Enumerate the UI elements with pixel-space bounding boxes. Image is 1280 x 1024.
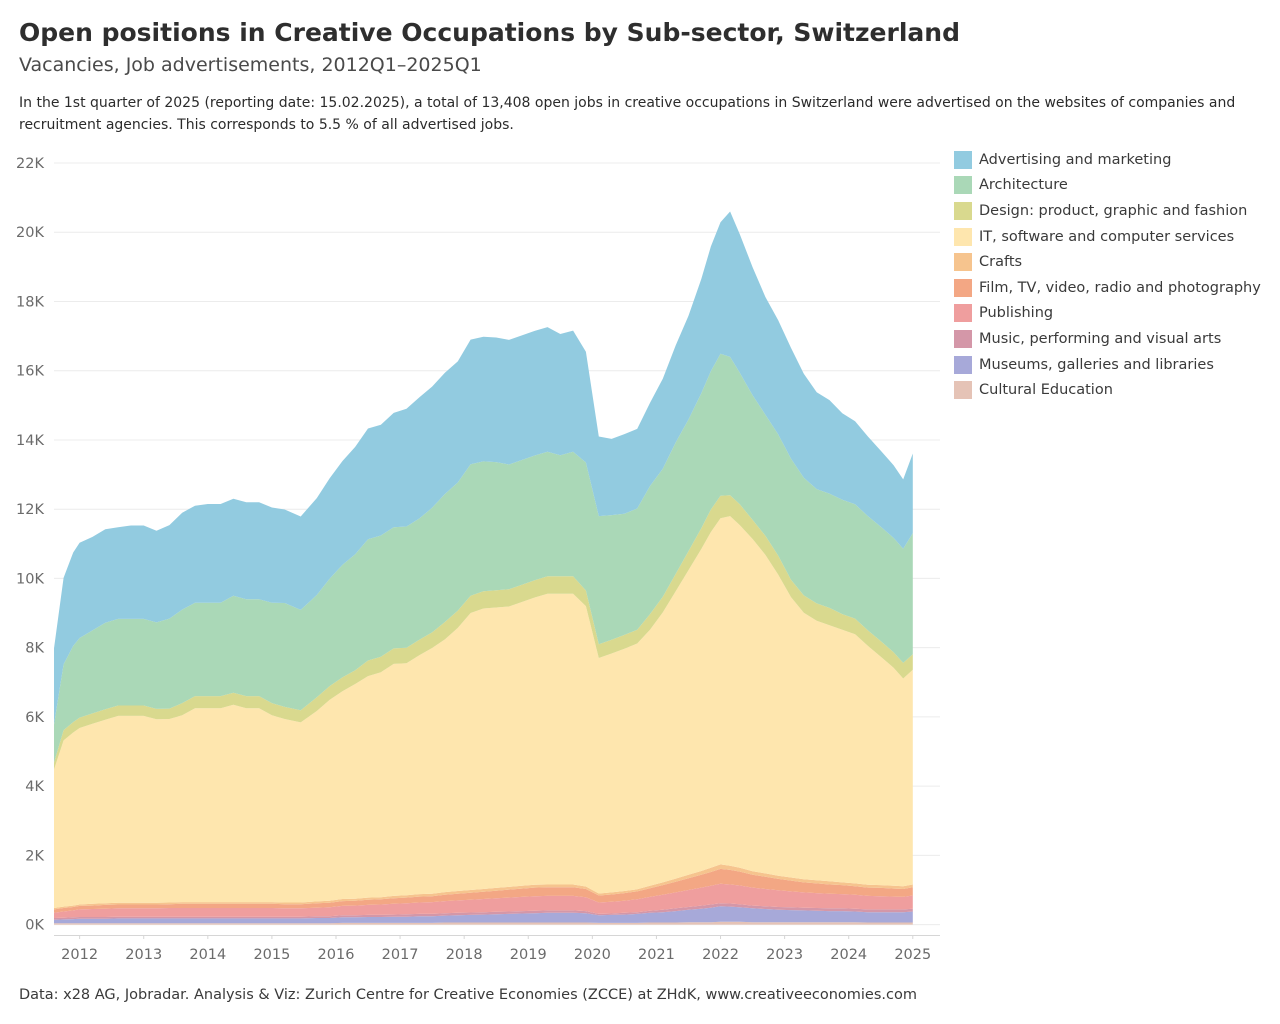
legend-item: Cultural Education bbox=[954, 377, 1261, 403]
stacked-area-chart: 0K 2K 4K 6K 8K 10K 12K 14K 16K 18K 20K 22K 2012 2013 2… bbox=[16, 156, 940, 963]
axes: 0K 2K 4K 6K 8K 10K 12K 14K 16K 18K 20K 22K 2012 2013 2… bbox=[16, 156, 940, 963]
chart-description: In the 1st quarter of 2025 (reporting da… bbox=[19, 95, 1236, 133]
area-advertising-and-marketing bbox=[54, 211, 913, 725]
legend-swatch bbox=[954, 176, 972, 195]
x-tick-label: 2015 bbox=[253, 947, 290, 963]
legend-label: Architecture bbox=[979, 177, 1068, 194]
legend-item: Crafts bbox=[954, 249, 1261, 275]
series-areas bbox=[54, 211, 913, 925]
legend-swatch bbox=[954, 329, 972, 348]
y-tick-label: 6K bbox=[25, 710, 44, 726]
legend-item: Design: product, graphic and fashion bbox=[954, 198, 1261, 224]
legend-label: Design: product, graphic and fashion bbox=[979, 202, 1248, 219]
y-tick-label: 8K bbox=[25, 641, 44, 657]
x-tick-label: 2020 bbox=[574, 947, 611, 963]
area-film-tv-video-radio-and-photography bbox=[54, 868, 913, 913]
y-tick-label: 14K bbox=[16, 433, 44, 449]
y-tick-label: 0K bbox=[25, 918, 44, 934]
y-tick-label: 16K bbox=[16, 364, 44, 380]
legend-swatch bbox=[954, 278, 972, 297]
legend-label: Museums, galleries and libraries bbox=[979, 356, 1214, 373]
legend-item: Music, performing and visual arts bbox=[954, 326, 1261, 352]
area-architecture bbox=[54, 353, 913, 763]
legend-swatch bbox=[954, 150, 972, 169]
y-tick-label: 10K bbox=[16, 571, 44, 587]
x-tick-label: 2024 bbox=[830, 947, 867, 963]
x-tick-label: 2017 bbox=[382, 947, 419, 963]
legend-label: Film, TV, video, radio and photography bbox=[979, 279, 1261, 296]
legend-swatch bbox=[954, 355, 972, 374]
legend-label: Advertising and marketing bbox=[979, 151, 1172, 168]
y-tick-label: 20K bbox=[16, 225, 44, 241]
legend-item: Architecture bbox=[954, 173, 1261, 199]
x-tick-label: 2021 bbox=[638, 947, 675, 963]
legend-label: IT, software and computer services bbox=[979, 228, 1235, 245]
chart-subtitle: Vacancies, Job advertisements, 2012Q1–20… bbox=[19, 54, 482, 76]
y-tick-label: 2K bbox=[25, 848, 44, 864]
x-tick-label: 2025 bbox=[894, 947, 931, 963]
legend-swatch bbox=[954, 227, 972, 246]
legend-item: Museums, galleries and libraries bbox=[954, 352, 1261, 378]
legend-item: IT, software and computer services bbox=[954, 224, 1261, 250]
source-note: Data: x28 AG, Jobradar. Analysis & Viz: … bbox=[19, 987, 917, 1003]
x-tick-label: 2018 bbox=[446, 947, 483, 963]
legend-item: Film, TV, video, radio and photography bbox=[954, 275, 1261, 301]
y-tick-label: 12K bbox=[16, 502, 44, 518]
x-tick-label: 2023 bbox=[766, 947, 803, 963]
legend-swatch bbox=[954, 381, 972, 400]
x-tick-label: 2014 bbox=[189, 947, 226, 963]
area-museums-galleries-and-libraries bbox=[54, 906, 913, 924]
area-it-software-and-computer-services bbox=[54, 516, 913, 908]
x-tick-label: 2012 bbox=[61, 947, 98, 963]
legend-item: Advertising and marketing bbox=[954, 147, 1261, 173]
x-tick-label: 2022 bbox=[702, 947, 739, 963]
legend-label: Crafts bbox=[979, 254, 1023, 271]
area-music-performing-and-visual-arts bbox=[54, 903, 913, 920]
area-cultural-education bbox=[54, 921, 913, 925]
y-tick-label: 18K bbox=[16, 294, 44, 310]
x-tick-label: 2016 bbox=[318, 947, 355, 963]
chart-legend: Advertising and marketing Architecture Des… bbox=[954, 147, 1261, 403]
y-tick-label: 4K bbox=[25, 779, 44, 795]
legend-label: Music, performing and visual arts bbox=[979, 330, 1222, 347]
x-tick-label: 2013 bbox=[125, 947, 162, 963]
y-tick-label: 22K bbox=[16, 156, 44, 172]
x-tick-label: 2019 bbox=[510, 947, 547, 963]
area-publishing bbox=[54, 883, 913, 918]
legend-label: Cultural Education bbox=[979, 382, 1113, 399]
legend-swatch bbox=[954, 253, 972, 272]
legend-swatch bbox=[954, 201, 972, 220]
chart-title: Open positions in Creative Occupations b… bbox=[19, 18, 960, 47]
legend-label: Publishing bbox=[979, 305, 1054, 322]
legend-item: Publishing bbox=[954, 301, 1261, 327]
legend-swatch bbox=[954, 304, 972, 323]
